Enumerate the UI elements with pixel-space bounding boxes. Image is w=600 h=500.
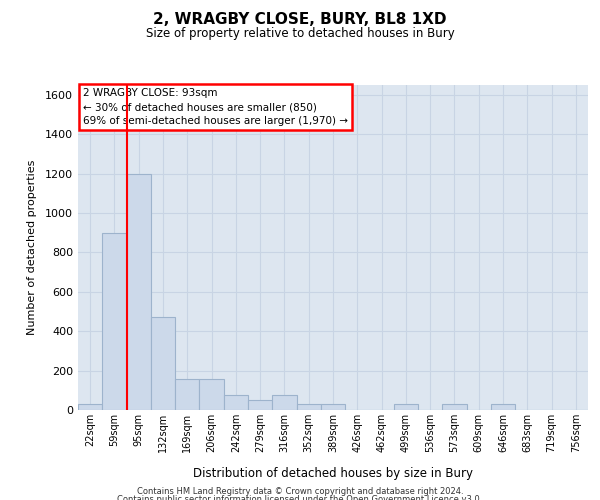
Text: 2 WRAGBY CLOSE: 93sqm
← 30% of detached houses are smaller (850)
69% of semi-det: 2 WRAGBY CLOSE: 93sqm ← 30% of detached …: [83, 88, 348, 126]
Bar: [442, 404, 467, 410]
Bar: [127, 174, 151, 410]
Bar: [102, 232, 127, 410]
Bar: [248, 400, 272, 410]
Y-axis label: Number of detached properties: Number of detached properties: [26, 160, 37, 335]
Bar: [491, 404, 515, 410]
Bar: [296, 404, 321, 410]
Text: Size of property relative to detached houses in Bury: Size of property relative to detached ho…: [146, 28, 454, 40]
Bar: [321, 404, 345, 410]
Text: Contains HM Land Registry data © Crown copyright and database right 2024.: Contains HM Land Registry data © Crown c…: [137, 488, 463, 496]
Bar: [199, 380, 224, 410]
Bar: [272, 395, 296, 410]
Bar: [151, 318, 175, 410]
Bar: [224, 395, 248, 410]
Bar: [175, 380, 199, 410]
Bar: [394, 404, 418, 410]
Text: Distribution of detached houses by size in Bury: Distribution of detached houses by size …: [193, 467, 473, 480]
Bar: [78, 404, 102, 410]
Text: 2, WRAGBY CLOSE, BURY, BL8 1XD: 2, WRAGBY CLOSE, BURY, BL8 1XD: [153, 12, 447, 28]
Text: Contains public sector information licensed under the Open Government Licence v3: Contains public sector information licen…: [118, 495, 482, 500]
